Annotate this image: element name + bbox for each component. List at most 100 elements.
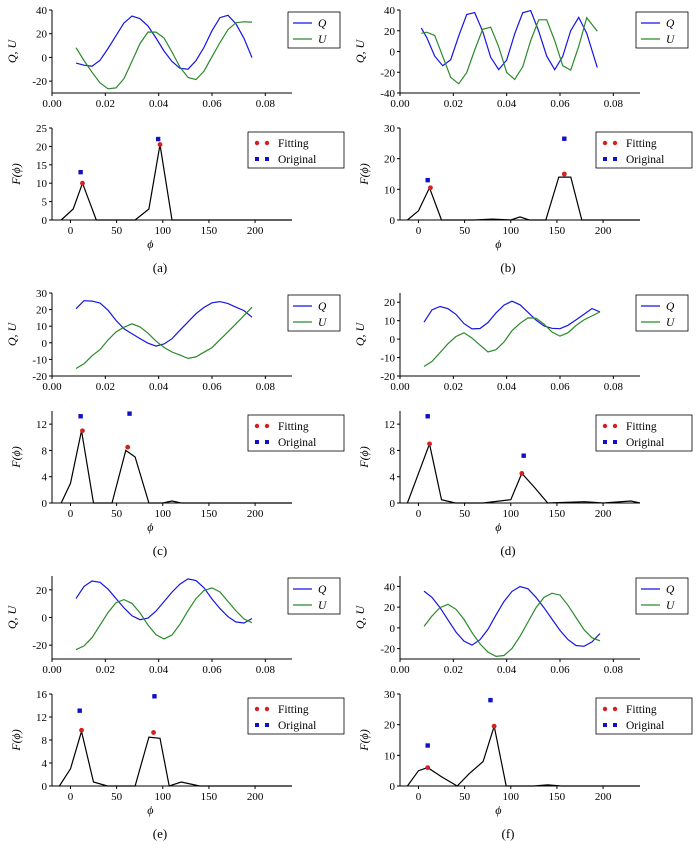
legend-label-q: Q — [318, 584, 327, 596]
f-f-x-tick-label: 50 — [459, 791, 471, 803]
f-c-x-tick-label: 100 — [155, 508, 172, 520]
qu-f-y-tick-label: -20 — [380, 644, 395, 656]
legend-label-original: Original — [278, 154, 316, 166]
legend-swatch-fitting — [612, 423, 618, 429]
f-b-y-tick-label: 20 — [384, 154, 396, 166]
qu-a-y-tick-label: 40 — [36, 5, 48, 17]
qu-e-x-tick-label: 0.08 — [256, 664, 276, 676]
qu-d-y-tick-label: -20 — [380, 371, 395, 383]
f-e-x-tick-label: 150 — [201, 791, 218, 803]
qu-c-y-tick-label: 10 — [36, 321, 48, 333]
qu-a-y-tick-label: 20 — [36, 29, 48, 41]
series-u-line — [423, 311, 601, 368]
legend-box — [595, 131, 693, 169]
f-e-x-tick-label: 0 — [68, 791, 74, 803]
qu-a-x-tick-label: 0.00 — [42, 98, 62, 110]
f-d-y-tick-label: 4 — [390, 472, 396, 484]
legend-swatch-fitting — [254, 423, 260, 429]
f-e-y-tick-label: 0 — [42, 781, 48, 793]
f-legend: Fitting Original — [247, 697, 345, 735]
panel-b: 0.00 0.02 0.04 0.06 0.08 -40 -20 0 20 40 Q, U QU 0 50… — [353, 5, 693, 275]
panel-e: 0.00 0.02 0.04 0.06 0.08 -20 0 20 Q, U QU 0 50 100 15… — [5, 576, 345, 841]
f-c-y-tick-label: 8 — [42, 445, 48, 457]
f-curve-line — [60, 430, 292, 504]
qu-legend: QU — [287, 577, 341, 615]
qu-b-x-tick-label: 0.08 — [604, 98, 624, 110]
qu-legend: QU — [635, 577, 689, 615]
qu-d-y-tick-label: 0 — [390, 334, 396, 346]
legend-label-fitting: Fitting — [626, 704, 657, 716]
fitting-point — [561, 171, 567, 177]
legend-label-original: Original — [278, 437, 316, 449]
legend-swatch-fitting — [264, 706, 270, 712]
series-q-line — [423, 300, 601, 330]
f-chart-e: 0 50 100 150 200 0 4 8 12 16 F(ϕ) ϕ Fitting Original — [9, 689, 345, 817]
series-u-line — [421, 16, 598, 85]
f-a-y-tick-label: 10 — [36, 178, 48, 190]
qu-chart-c: 0.00 0.02 0.04 0.06 0.08 -20 -10 0 10 20 30 Q, U QU — [5, 288, 341, 393]
f-b-x-tick-label: 200 — [595, 225, 612, 237]
legend-label-q: Q — [666, 18, 675, 30]
legend-box — [635, 577, 689, 615]
f-a-y-tick-label: 5 — [42, 197, 48, 209]
f-a-y-tick-label: 25 — [36, 123, 48, 135]
series-q-line — [75, 300, 253, 347]
f-f-y-tick-label: 10 — [384, 750, 396, 762]
qu-a-x-tick-label: 0.04 — [149, 98, 169, 110]
legend-swatch-original — [613, 723, 617, 727]
f-f-x-tick-label: 100 — [503, 791, 520, 803]
qu-e-x-tick-label: 0.04 — [149, 664, 169, 676]
f-a-y-tick-label: 15 — [36, 160, 48, 172]
original-point — [562, 136, 567, 141]
f-legend: Fitting Original — [595, 697, 693, 735]
qu-f-x-tick-label: 0.06 — [550, 664, 570, 676]
legend-label-u: U — [318, 317, 327, 329]
f-c-x-tick-label: 50 — [111, 508, 123, 520]
original-point — [78, 169, 83, 175]
legend-label-fitting: Fitting — [278, 138, 309, 150]
f-ylabel: F(ϕ) — [357, 446, 371, 469]
qu-a-x-tick-label: 0.02 — [96, 98, 115, 110]
qu-b-x-tick-label: 0.00 — [390, 98, 410, 110]
qu-a-x-tick-label: 0.06 — [202, 98, 222, 110]
legend-label-u: U — [666, 317, 675, 329]
legend-box — [635, 11, 689, 49]
legend-label-original: Original — [626, 720, 664, 732]
fitting-point — [157, 142, 163, 147]
f-ylabel: F(ϕ) — [9, 729, 23, 752]
qu-b-y-tick-label: -20 — [380, 67, 395, 79]
legend-box — [247, 697, 345, 735]
fitting-point — [428, 185, 433, 191]
original-point — [425, 414, 430, 419]
f-a-x-tick-label: 100 — [155, 225, 172, 237]
legend-swatch-original — [613, 157, 617, 161]
qu-chart-e: 0.00 0.02 0.04 0.06 0.08 -20 0 20 Q, U QU — [5, 576, 341, 676]
original-point — [425, 743, 430, 748]
qu-f-x-tick-label: 0.04 — [497, 664, 517, 676]
qu-c-y-tick-label: 0 — [42, 338, 48, 350]
legend-label-u: U — [318, 600, 327, 612]
qu-f-x-tick-label: 0.02 — [444, 664, 463, 676]
qu-e-x-tick-label: 0.06 — [202, 664, 222, 676]
legend-box — [595, 414, 693, 452]
qu-c-y-tick-label: 20 — [36, 305, 48, 317]
original-point — [155, 136, 161, 142]
f-curve-line — [58, 729, 292, 787]
qu-c-x-tick-label: 0.08 — [256, 381, 276, 393]
f-chart-d: 0 50 100 150 200 0 4 8 12 F(ϕ) ϕ Fitting Original — [357, 411, 693, 534]
f-a-x-tick-label: 0 — [68, 225, 74, 237]
qu-d-y-tick-label: -10 — [380, 353, 395, 365]
f-curve-line — [406, 441, 641, 504]
f-e-y-tick-label: 16 — [36, 689, 48, 701]
legend-label-fitting: Fitting — [278, 421, 309, 433]
legend-swatch-fitting — [254, 706, 260, 712]
legend-swatch-original — [603, 723, 607, 727]
legend-box — [287, 294, 341, 332]
legend-swatch-original — [603, 440, 607, 444]
original-point — [425, 177, 430, 183]
qu-d-x-tick-label: 0.00 — [390, 381, 410, 393]
qu-e-y-tick-label: 0 — [42, 613, 48, 625]
